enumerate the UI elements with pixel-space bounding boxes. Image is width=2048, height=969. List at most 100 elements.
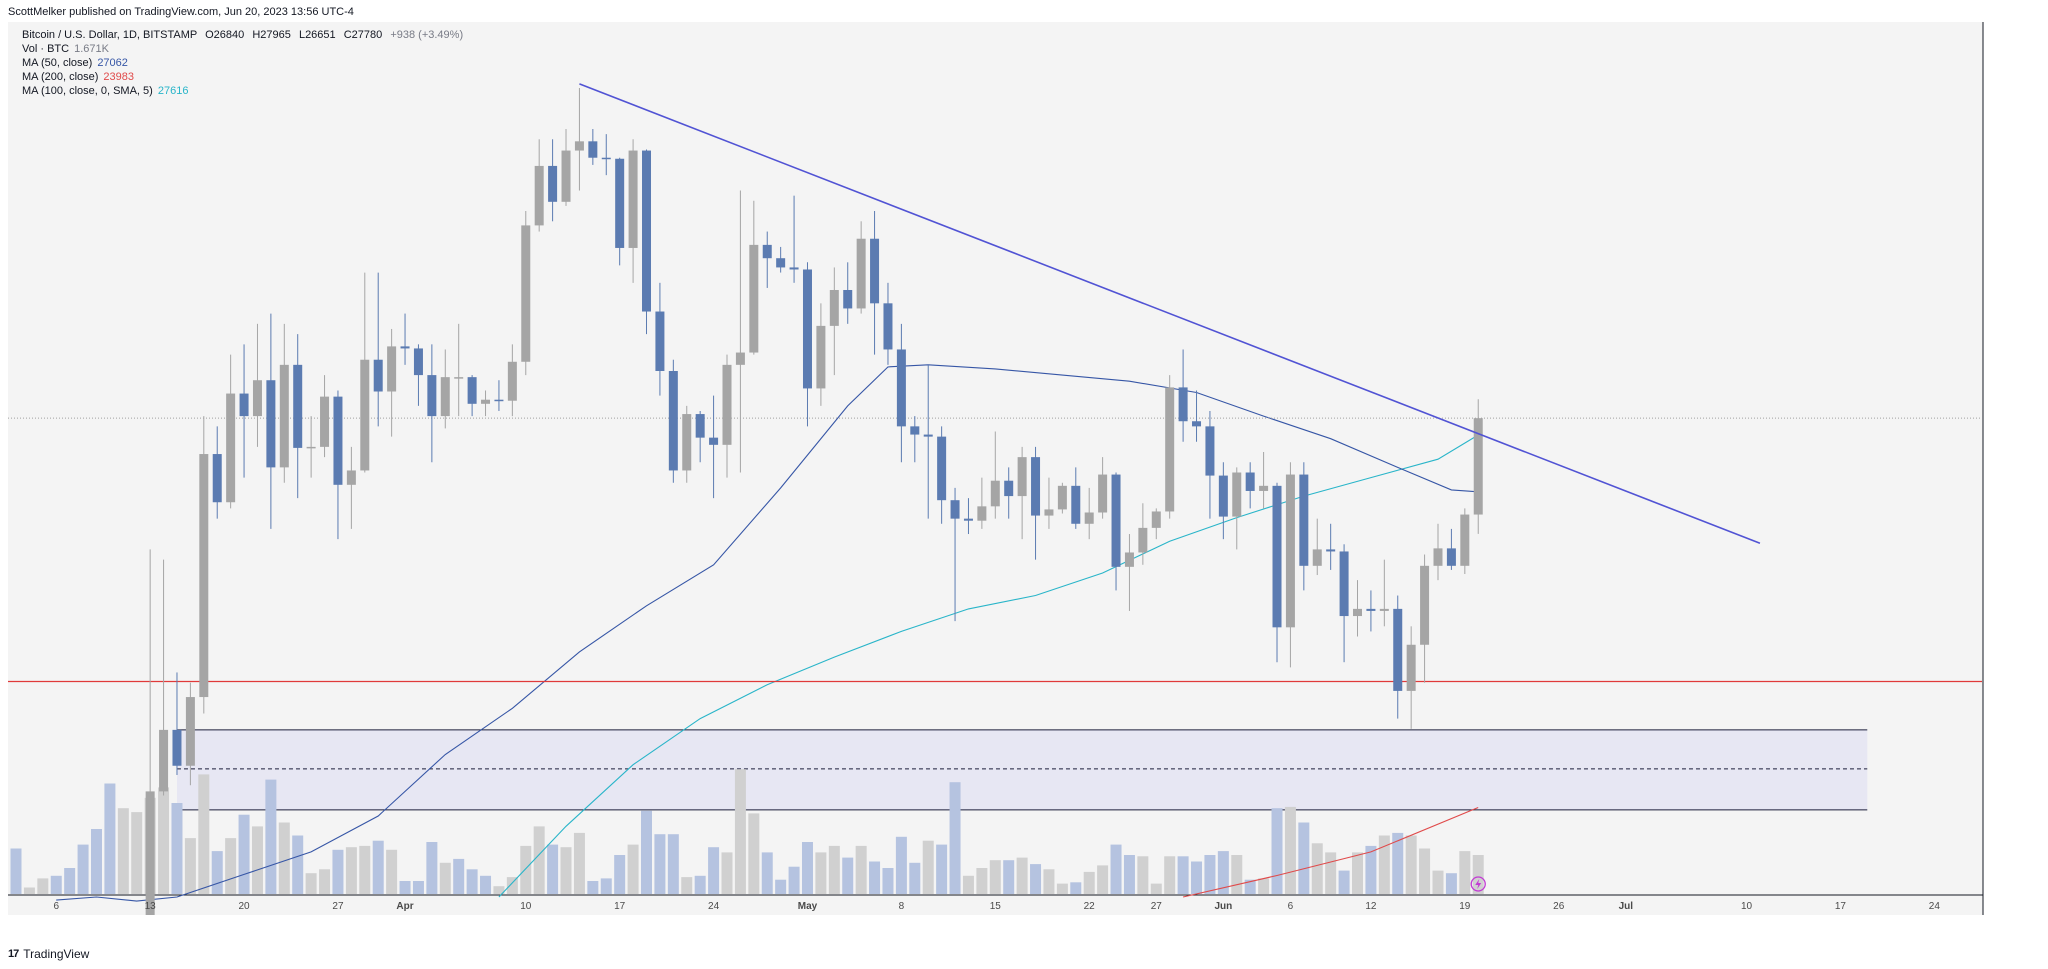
volume-label: Vol · BTC: [22, 43, 70, 55]
volume-bar: [1150, 883, 1162, 894]
volume-bar: [211, 851, 223, 894]
volume-bar: [775, 879, 787, 894]
volume-bar: [171, 803, 183, 894]
candle-up: [856, 238, 866, 309]
ma100-value: 27616: [157, 85, 189, 97]
open-value: 26840: [213, 29, 245, 41]
volume-bar: [976, 868, 988, 894]
volume-bar: [1258, 878, 1270, 894]
volume-bar: [641, 810, 653, 894]
candle-up: [1473, 418, 1483, 515]
volume-bar: [319, 869, 331, 894]
x-tick-label: 6: [53, 901, 59, 912]
candle-down: [709, 437, 719, 445]
volume-bar: [882, 868, 894, 894]
volume-bar: [251, 826, 263, 894]
candle-down: [1192, 421, 1202, 427]
candle-up: [1165, 387, 1175, 512]
ma100-line: [498, 434, 1479, 898]
candle-up: [1138, 527, 1148, 553]
x-tick-label: 8: [899, 901, 905, 912]
volume-bar: [909, 862, 921, 894]
x-tick-label: 12: [1365, 901, 1377, 912]
candle-up: [1406, 644, 1416, 691]
ma200-value: 23983: [103, 71, 135, 83]
candle-down: [548, 165, 558, 202]
candle-up: [346, 470, 356, 485]
volume-bar: [1445, 873, 1457, 894]
volume-bar: [1137, 856, 1149, 894]
legend-ma200-row[interactable]: MA (200, close) 23983: [22, 71, 134, 83]
candle-up: [360, 359, 370, 471]
volume-bar: [359, 845, 371, 894]
volume-bar: [386, 849, 398, 894]
chart-canvas[interactable]: USD2311023310235102373023970242102445024…: [8, 22, 1984, 915]
candle-up: [534, 165, 544, 226]
x-tick-label: 13: [145, 901, 157, 912]
candle-down: [642, 150, 652, 312]
candle-down: [923, 434, 933, 437]
x-tick-label: 24: [1929, 901, 1941, 912]
volume-bar: [1177, 856, 1189, 894]
x-tick-label: 17: [1835, 901, 1847, 912]
candle-up: [159, 729, 169, 792]
lightning-icon: [1475, 879, 1482, 889]
candle-up: [1017, 457, 1027, 497]
volume-bar: [372, 840, 384, 894]
symbol-title[interactable]: Bitcoin / U.S. Dollar, 1D, BITSTAMP: [22, 29, 198, 41]
candle-down: [1071, 485, 1081, 524]
volume-bar: [225, 838, 237, 894]
volume-bar: [412, 881, 424, 894]
candle-down: [963, 518, 973, 521]
candle-down: [937, 436, 947, 501]
volume-bar: [1217, 851, 1229, 894]
volume-bar: [989, 860, 1001, 894]
candle-down: [1272, 485, 1282, 628]
x-tick-label: Jul: [1619, 901, 1634, 912]
volume-bar: [1311, 843, 1323, 894]
volume-bar: [1419, 848, 1431, 894]
candle-up: [1084, 512, 1094, 524]
candle-up: [145, 791, 155, 915]
candle-up: [1420, 565, 1430, 645]
replay-marker-icon: [1470, 876, 1486, 892]
candle-up: [682, 414, 692, 471]
candle-up: [252, 380, 262, 417]
x-tick-label: 27: [1151, 901, 1163, 912]
volume-bar: [399, 881, 411, 894]
tradingview-logo-icon[interactable]: 17: [8, 948, 19, 960]
candle-down: [212, 454, 222, 503]
high-label: H: [252, 29, 261, 41]
volume-bar: [1284, 806, 1296, 894]
volume-bar: [1056, 883, 1068, 894]
volume-bar: [1043, 869, 1055, 894]
candle-down: [762, 244, 772, 259]
candle-down: [615, 158, 625, 248]
legend-ma50-row[interactable]: MA (50, close) 27062: [22, 57, 128, 69]
legend-ma100-row[interactable]: MA (100, close, 0, SMA, 5) 27616: [22, 85, 188, 97]
candle-down: [1366, 608, 1376, 611]
volume-bar: [1204, 855, 1216, 894]
candle-down: [293, 364, 303, 448]
volume-bar: [801, 842, 813, 894]
candle-down: [601, 157, 611, 160]
volume-bar: [23, 887, 35, 894]
candle-down: [883, 303, 893, 350]
volume-bar: [681, 877, 693, 894]
tradingview-brand[interactable]: TradingView: [23, 947, 90, 961]
x-tick-label: 27: [332, 901, 344, 912]
volume-bar: [828, 845, 840, 894]
x-tick-label: May: [798, 901, 818, 912]
candle-up: [481, 399, 491, 404]
chart-plot-area[interactable]: USD2311023310235102373023970242102445024…: [8, 22, 1984, 915]
candle-up: [829, 289, 839, 326]
volume-bar: [64, 868, 76, 894]
candle-down: [802, 269, 812, 389]
ma100-label: MA (100, close, 0, SMA, 5): [22, 85, 153, 97]
candle-down: [1178, 387, 1188, 422]
volume-bar: [560, 847, 572, 894]
volume-bar: [1030, 864, 1042, 894]
candle-up: [1044, 509, 1054, 516]
x-tick-label: 10: [1741, 901, 1753, 912]
legend-volume-row[interactable]: Vol · BTC 1.671K: [22, 43, 109, 55]
